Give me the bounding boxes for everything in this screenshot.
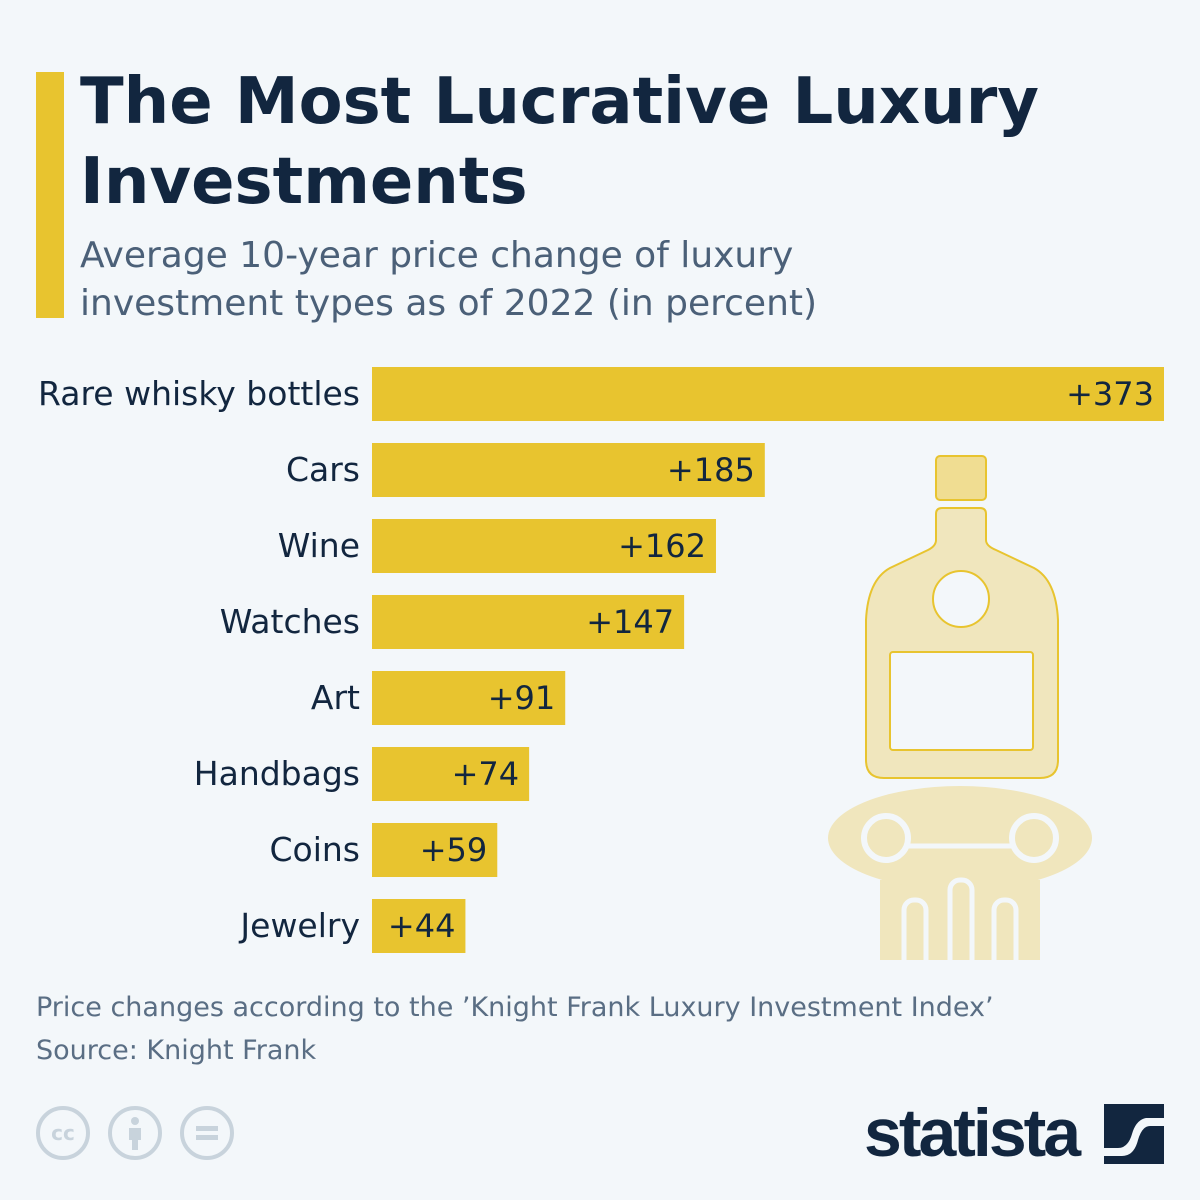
bar — [372, 367, 1164, 421]
category-label: Cars — [286, 450, 360, 489]
bar — [372, 823, 498, 877]
bottle-cap-icon — [935, 455, 987, 501]
chart-note: Price changes according to the ’Knight F… — [36, 992, 994, 1023]
data-label: +91 — [488, 679, 556, 717]
data-label: +74 — [452, 755, 520, 793]
no-derivatives-icon[interactable] — [180, 1106, 234, 1160]
data-label: +147 — [586, 603, 674, 641]
statista-logo-icon — [1104, 1104, 1164, 1164]
bar — [372, 671, 566, 725]
bar — [372, 443, 765, 497]
data-label: +162 — [618, 527, 706, 565]
data-label: +59 — [420, 831, 488, 869]
category-label: Coins — [269, 830, 360, 869]
category-label: Handbags — [194, 754, 360, 793]
chart-title: The Most Lucrative Luxury Investments — [80, 65, 1039, 219]
bar — [372, 519, 716, 573]
data-label: +44 — [388, 907, 456, 945]
category-label: Art — [311, 678, 360, 717]
category-label: Jewelry — [238, 906, 360, 945]
data-label: +373 — [1066, 375, 1154, 413]
attribution-icon[interactable] — [108, 1106, 162, 1160]
cc-icon[interactable]: cc — [36, 1106, 90, 1160]
cc-text: cc — [51, 1121, 75, 1145]
category-label: Watches — [220, 602, 360, 641]
column-capital-icon — [828, 786, 1092, 890]
bottle-label-icon — [889, 651, 1034, 751]
title-accent-bar — [36, 72, 64, 318]
data-label: +185 — [667, 451, 755, 489]
statista-logo-text: statista — [864, 1095, 1081, 1171]
category-label: Rare whisky bottles — [38, 374, 360, 413]
bar — [372, 899, 466, 953]
category-label: Wine — [278, 526, 360, 565]
statista-logo[interactable]: statista — [864, 1094, 1081, 1172]
bar — [372, 595, 685, 649]
whisky-column-illustration — [828, 455, 1092, 973]
chart-subtitle: Average 10-year price change of luxury i… — [80, 235, 818, 324]
chart-source: Source: Knight Frank — [36, 1035, 317, 1066]
bar — [372, 747, 530, 801]
